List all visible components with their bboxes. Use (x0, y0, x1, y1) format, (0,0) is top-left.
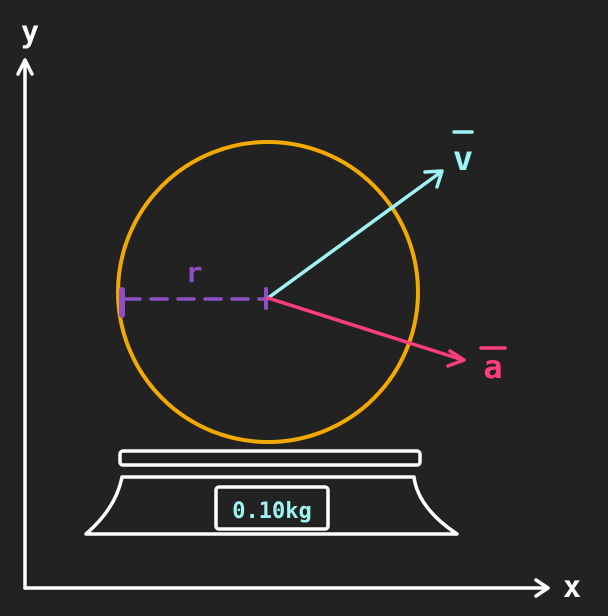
weighing-scale (84, 449, 459, 536)
velocity-label: v (453, 139, 473, 179)
velocity-arrowhead (423, 169, 444, 189)
radius-label: r (186, 256, 203, 289)
circular-path (116, 140, 420, 444)
y-axis-label: y (21, 15, 39, 50)
axes (16, 58, 550, 598)
scale-platform (118, 449, 422, 467)
y-axis-arrowhead (16, 58, 34, 76)
acceleration-vector-line (266, 296, 465, 362)
scale-base (84, 475, 459, 536)
acceleration-arrowhead (446, 349, 466, 368)
acceleration-label: a (483, 348, 502, 386)
radius-marker (119, 287, 268, 318)
x-axis-label: x (563, 570, 581, 605)
x-axis-arrowhead (534, 578, 550, 598)
scale-display (214, 485, 330, 531)
velocity-vector (266, 130, 474, 300)
acceleration-vector (266, 296, 507, 368)
scale-display-reading: 0.10kg (232, 499, 311, 524)
velocity-vector-line (266, 170, 443, 300)
